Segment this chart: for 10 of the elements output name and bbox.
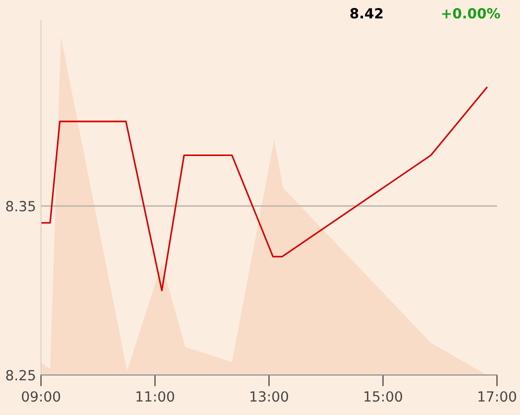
x-tick-label: 11:00 <box>136 391 174 402</box>
y-tick-label: 8.25 <box>6 370 35 380</box>
text: +0.00% <box>442 8 500 19</box>
x-tick-label: 15:00 <box>364 391 402 402</box>
x-tick-label: 17:00 <box>478 391 516 402</box>
x-tick-label: 13:00 <box>250 391 288 402</box>
x-tick-label: 09:00 <box>22 391 60 402</box>
line-series <box>41 86 488 292</box>
text: 8.42 <box>350 8 383 19</box>
y-tick-label: 8.35 <box>6 200 35 212</box>
